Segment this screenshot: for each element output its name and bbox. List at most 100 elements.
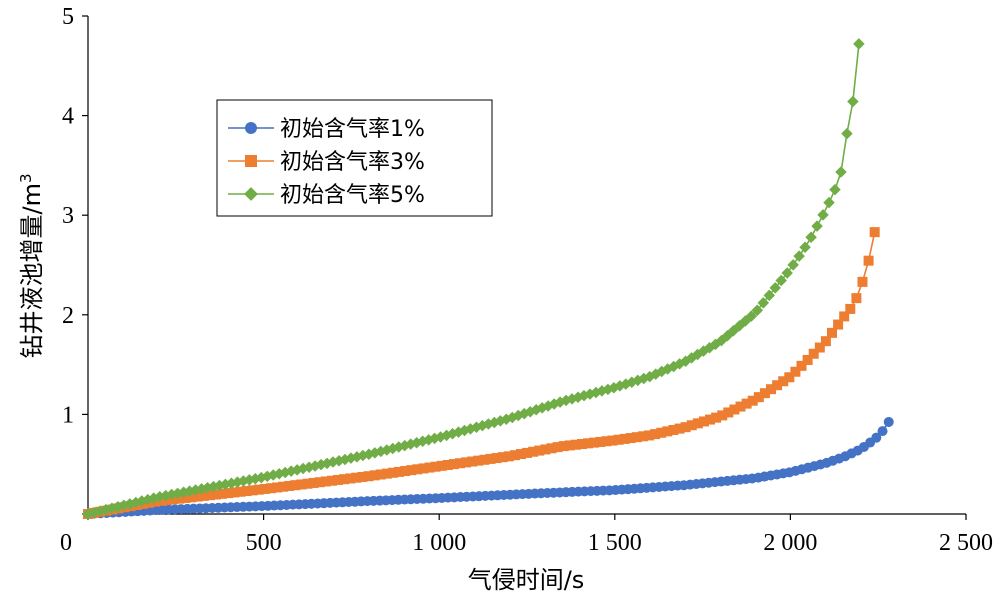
square-marker [259,483,270,494]
square-marker [528,446,539,457]
square-marker [345,473,356,484]
square-marker [497,452,508,463]
diamond-marker [799,241,811,254]
square-marker [454,458,465,469]
square-marker [436,460,447,471]
diamond-marker [781,267,793,279]
square-marker [503,451,514,462]
x-tick-label: 2 500 [939,530,993,556]
series-2 [83,227,880,519]
square-marker [515,449,526,460]
square-marker [284,480,295,491]
square-marker [339,474,350,485]
square-marker [613,434,624,445]
square-marker [808,348,819,359]
legend: 初始含气率1% 初始含气率3% 初始含气率5% [216,99,493,217]
diamond-marker [841,127,853,140]
square-marker [607,435,618,446]
square-marker [168,494,179,505]
x-tick-label: 1 000 [412,530,466,556]
square-marker [705,414,716,425]
square-marker [583,438,594,449]
square-marker [820,336,831,347]
diamond-marker [787,259,799,271]
square-marker [479,454,490,465]
square-marker [223,488,234,499]
square-marker [589,437,600,448]
square-marker [473,455,484,466]
square-marker [314,477,325,488]
square-marker [790,366,801,377]
square-marker [522,447,533,458]
diamond-marker [745,310,758,322]
square-marker [668,424,679,435]
square-marker [418,463,429,474]
square-marker [363,471,374,482]
square-marker [540,444,551,455]
y-axis-title-main: 钻井液池增量/m [18,183,46,358]
square-marker [387,467,398,478]
square-marker [851,293,862,304]
diamond-marker [853,38,865,50]
diamond-marker [817,209,829,221]
square-marker [351,472,362,483]
diamond-marker [769,282,781,294]
square-marker [735,401,746,412]
square-marker [509,450,520,461]
square-marker [631,432,642,443]
square-marker [369,470,380,481]
x-tick-label: 500 [246,530,282,556]
square-marker [296,479,307,490]
x-tick-label: 0 [60,530,72,556]
square-marker [235,486,246,497]
square-marker [467,456,478,467]
square-marker [302,478,313,489]
circle-marker [871,432,882,443]
square-marker [796,360,807,371]
legend-box [216,99,493,217]
square-marker [192,491,203,502]
square-marker [394,466,405,477]
square-marker [857,276,868,287]
square-marker [290,480,301,491]
plot-area [82,38,894,520]
square-marker [784,372,795,383]
square-marker [723,407,734,418]
square-marker [729,404,740,415]
square-marker [217,488,228,499]
legend-circle-marker [245,122,257,134]
x-axis-title: 气侵时间/s [468,566,585,594]
diamond-marker [823,196,835,209]
square-marker [174,493,185,504]
legend-label: 初始含气率1% [280,117,425,142]
square-marker [766,384,777,395]
square-marker [204,490,215,501]
diamond-marker [805,231,817,244]
square-marker [534,445,545,456]
square-marker [229,487,240,498]
square-marker [753,392,764,403]
diamond-marker [811,220,823,232]
square-marker [461,457,472,468]
square-marker [650,429,661,440]
diamond-marker [249,472,262,485]
square-marker [833,319,844,330]
square-marker [333,474,344,485]
square-marker [412,464,423,475]
square-marker [637,431,648,442]
legend-diamond-marker [244,187,258,201]
square-marker [272,482,283,493]
square-marker [644,430,655,441]
diamond-marker [829,183,841,196]
square-marker [442,459,453,470]
square-marker [320,476,331,487]
square-marker [741,398,752,409]
square-marker [400,466,411,477]
square-marker [625,433,636,444]
square-marker [698,416,709,427]
diamond-marker [835,166,847,178]
square-marker [802,354,813,365]
series-line [87,231,876,515]
square-marker [448,459,459,470]
diamond-marker [775,274,787,287]
